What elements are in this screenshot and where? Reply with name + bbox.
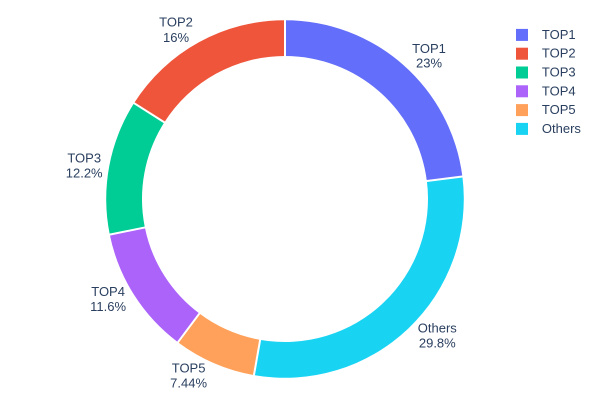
svg-text:TOP1: TOP1 (412, 41, 446, 56)
svg-text:TOP3: TOP3 (542, 65, 576, 80)
svg-text:7.44%: 7.44% (170, 376, 207, 391)
svg-text:TOP5: TOP5 (542, 102, 576, 117)
svg-text:TOP1: TOP1 (542, 27, 576, 42)
svg-text:16%: 16% (163, 30, 189, 45)
svg-text:29.8%: 29.8% (419, 336, 456, 351)
svg-text:TOP2: TOP2 (542, 46, 576, 61)
svg-text:TOP5: TOP5 (172, 360, 206, 375)
svg-text:23%: 23% (416, 55, 442, 70)
svg-text:TOP2: TOP2 (159, 15, 193, 30)
svg-text:Others: Others (418, 320, 458, 335)
svg-text:12.2%: 12.2% (66, 166, 103, 181)
svg-text:Others: Others (542, 121, 582, 136)
svg-text:TOP4: TOP4 (542, 83, 576, 98)
svg-text:TOP4: TOP4 (91, 284, 125, 299)
svg-text:11.6%: 11.6% (90, 299, 126, 314)
svg-text:TOP3: TOP3 (67, 151, 101, 166)
